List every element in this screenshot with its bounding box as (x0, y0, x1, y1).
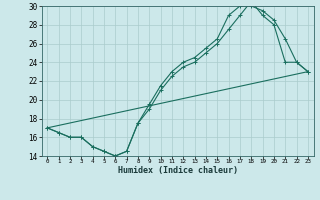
X-axis label: Humidex (Indice chaleur): Humidex (Indice chaleur) (118, 166, 237, 175)
